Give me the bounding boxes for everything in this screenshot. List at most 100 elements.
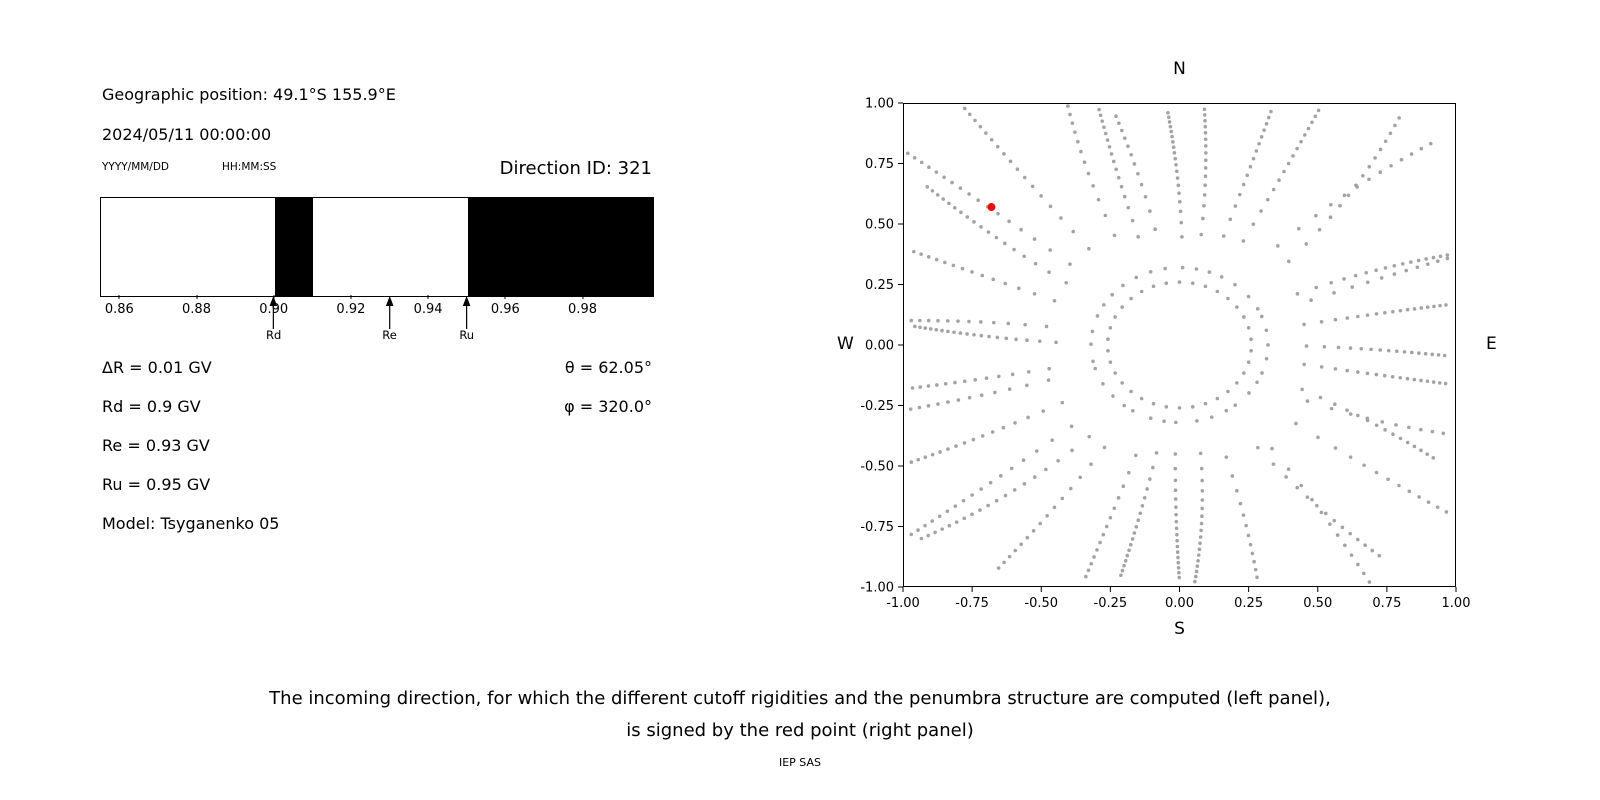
asymptotic-direction-dot (1426, 262, 1430, 266)
asymptotic-direction-dot (1367, 580, 1372, 584)
asymptotic-direction-dot (1333, 317, 1338, 322)
asymptotic-direction-dot (1101, 532, 1106, 537)
asymptotic-direction-dot (989, 137, 994, 142)
asymptotic-direction-dot (978, 508, 982, 512)
asymptotic-direction-dot (1392, 272, 1397, 276)
asymptotic-direction-dot (1003, 241, 1007, 246)
asymptotic-direction-dot (1271, 462, 1276, 466)
asymptotic-direction-dot (1120, 128, 1124, 133)
asymptotic-direction-dot (1259, 135, 1264, 139)
asymptotic-direction-dot (1402, 350, 1407, 354)
asymptotic-direction-dot (1190, 281, 1195, 285)
asymptotic-direction-dot (1070, 448, 1074, 453)
asymptotic-direction-dot (919, 252, 923, 256)
asymptotic-direction-dot (908, 407, 913, 411)
asymptotic-direction-dot (1374, 423, 1379, 428)
asymptotic-direction-dot (1316, 435, 1320, 440)
asymptotic-direction-dot (1412, 307, 1417, 311)
asymptotic-direction-dot (1103, 213, 1108, 218)
asymptotic-direction-dot (1178, 199, 1182, 204)
asymptotic-direction-dot (1204, 158, 1208, 163)
asymptotic-direction-dot (916, 457, 921, 462)
asymptotic-direction-dot (1196, 553, 1201, 557)
asymptotic-direction-dot (1318, 395, 1323, 400)
rd-value: Rd = 0.9 GV (102, 397, 201, 416)
asymptotic-direction-dot (1444, 303, 1448, 307)
asymptotic-direction-dot (952, 205, 957, 210)
asymptotic-direction-dot (1343, 543, 1347, 548)
asymptotic-direction-dot (1271, 187, 1276, 192)
asymptotic-direction-dot (1302, 362, 1306, 367)
asymptotic-direction-dot (1025, 535, 1030, 540)
asymptotic-direction-dot (1102, 303, 1106, 307)
asymptotic-direction-dot (1364, 270, 1369, 275)
asymptotic-direction-dot (1006, 321, 1011, 326)
asymptotic-direction-dot (1174, 526, 1179, 531)
asymptotic-direction-dot (1374, 312, 1379, 316)
asymptotic-direction-dot (1313, 114, 1318, 119)
penumbra-tick-label: 0.96 (490, 302, 520, 317)
asymptotic-direction-dot (1119, 184, 1124, 189)
asymptotic-direction-dot (1032, 291, 1037, 296)
asymptotic-direction-dot (1237, 192, 1242, 197)
asymptotic-direction-dot (945, 509, 950, 514)
asymptotic-direction-dot (1025, 383, 1029, 388)
asymptotic-direction-dot (1097, 107, 1101, 112)
asymptotic-direction-dot (1328, 215, 1333, 220)
asymptotic-direction-dot (1247, 391, 1251, 395)
asymptotic-direction-dot (1394, 423, 1398, 427)
asymptotic-direction-dot (1007, 554, 1012, 559)
asymptotic-direction-dot (1304, 242, 1309, 246)
penumbra-tick-label: 0.92 (336, 302, 366, 317)
asymptotic-direction-dot (988, 480, 993, 485)
asymptotic-direction-dot (965, 332, 969, 336)
asymptotic-direction-dot (1008, 159, 1013, 164)
asymptotic-direction-dot (1361, 571, 1366, 576)
asymptotic-direction-dot (1145, 487, 1149, 491)
asymptotic-direction-dot (1089, 561, 1094, 566)
y-tick-label: -0.75 (860, 520, 894, 535)
asymptotic-direction-dot (1177, 406, 1182, 410)
asymptotic-direction-dot (1291, 154, 1295, 158)
asymptotic-direction-dot (1333, 367, 1338, 371)
asymptotic-direction-dot (1175, 532, 1179, 537)
asymptotic-direction-dot (1246, 360, 1251, 365)
asymptotic-direction-dot (1116, 496, 1121, 500)
asymptotic-direction-dot (984, 376, 989, 380)
asymptotic-direction-dot (1398, 308, 1403, 313)
asymptotic-direction-dot (1255, 380, 1259, 385)
asymptotic-direction-dot (1175, 550, 1180, 554)
direction-plot-svg: -1.00 -0.75 -0.50 -0.25 0.00 0.25 0.50 0.75 1.00… (860, 97, 1470, 612)
asymptotic-direction-dot (1277, 178, 1281, 183)
asymptotic-direction-dot (937, 514, 942, 519)
datetime-text: 2024/05/11 00:00:00 (102, 125, 272, 144)
asymptotic-direction-dot (1110, 292, 1114, 297)
asymptotic-direction-dot (1095, 314, 1100, 318)
asymptotic-direction-dot (1199, 528, 1203, 533)
asymptotic-direction-dot (1190, 405, 1195, 409)
asymptotic-direction-dot (991, 277, 996, 282)
asymptotic-direction-dot (1179, 220, 1184, 225)
asymptotic-direction-dot (1254, 149, 1259, 153)
asymptotic-direction-dot (972, 332, 976, 337)
penumbra-tick-label: 0.88 (182, 302, 211, 317)
asymptotic-direction-dot (1033, 261, 1038, 266)
asymptotic-direction-dot (1126, 205, 1131, 210)
asymptotic-direction-dot (1431, 380, 1436, 384)
asymptotic-direction-dot (1148, 209, 1152, 213)
asymptotic-direction-dot (1129, 296, 1133, 301)
penumbra-ticks: 0.86 0.88 0.90 0.92 0.94 0.96 0.98 (100, 295, 652, 319)
asymptotic-direction-dot (1056, 458, 1060, 463)
credit-text: IEP SAS (778, 756, 822, 769)
asymptotic-direction-dot (1306, 126, 1311, 131)
asymptotic-direction-dot (1428, 141, 1433, 146)
asymptotic-direction-dot (930, 188, 935, 193)
up-arrow-icon (462, 296, 471, 329)
asymptotic-direction-dot (1286, 161, 1291, 166)
x-tick-label: 0.50 (1303, 596, 1332, 611)
asymptotic-direction-dot (1202, 203, 1206, 208)
asymptotic-direction-dot (1173, 478, 1178, 483)
penumbra-tick-mark (504, 295, 506, 299)
asymptotic-direction-dot (911, 249, 916, 254)
asymptotic-direction-dot (1355, 537, 1360, 542)
